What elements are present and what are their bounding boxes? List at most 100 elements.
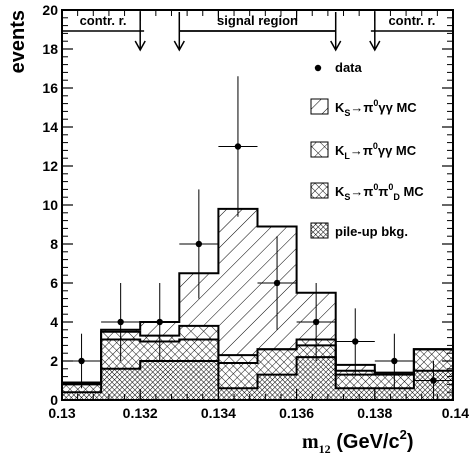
y-tick-label: 16	[42, 80, 58, 96]
legend-marker	[314, 64, 322, 72]
bar	[179, 325, 219, 340]
bar	[62, 392, 102, 400]
region-label: contr. r.	[80, 13, 127, 28]
bar	[218, 355, 258, 363]
legend-label-part: 0	[373, 98, 378, 108]
y-tick-label: 4	[50, 314, 58, 330]
bar	[335, 374, 375, 389]
x-axis-title-text: m12 (GeV/c2)	[302, 427, 414, 456]
y-axis-title: events	[7, 10, 29, 73]
legend-item: data	[314, 60, 363, 75]
bar	[218, 388, 258, 400]
legend-label-part: →π	[350, 100, 373, 115]
legend-label-part: D	[393, 192, 400, 202]
legend-label-part: γγ MC	[378, 100, 417, 115]
bar	[335, 388, 375, 400]
legend-label-part: π	[378, 184, 388, 199]
region-annotations: contr. r. signal region contr. r.	[62, 12, 453, 52]
region-label: signal region	[217, 13, 298, 28]
marker	[273, 279, 281, 287]
marker	[78, 357, 85, 365]
x-tick-label: 0.134	[201, 405, 236, 421]
legend-swatch	[310, 222, 329, 239]
legend-label: KS→π0π0D MC	[335, 182, 424, 202]
legend-label-part: K	[335, 143, 345, 158]
y-tick-label: 8	[50, 236, 58, 252]
legend-label-part: γγ MC	[378, 143, 417, 158]
bar	[257, 349, 297, 375]
bar	[140, 361, 180, 400]
bar	[413, 349, 453, 371]
data-point	[218, 76, 258, 217]
legend-item: KS→π0γγ MC	[310, 98, 417, 118]
bar	[179, 339, 219, 361]
legend-label-part: S	[344, 108, 350, 118]
x-axis-title-part: )	[407, 431, 414, 453]
bar	[218, 208, 258, 356]
legend-label-part: L	[344, 151, 350, 161]
y-tick-label: 2	[50, 353, 58, 369]
marker	[234, 143, 242, 150]
legend-label-part: MC	[400, 184, 424, 199]
bar	[218, 362, 258, 389]
x-tick-label: 0.13	[48, 405, 75, 421]
data-point	[101, 283, 141, 361]
legend-label: data	[335, 60, 363, 75]
bar	[374, 388, 414, 400]
legend-item: KS→π0π0D MC	[310, 182, 424, 202]
data-point	[296, 283, 336, 361]
legend-label-part: K	[335, 184, 345, 199]
legend-label: KS→π0γγ MC	[335, 98, 417, 118]
y-tick-label: 0	[50, 392, 58, 408]
marker	[156, 318, 163, 326]
region-arrow-head	[173, 40, 185, 52]
region-arrow-head	[134, 40, 146, 52]
x-axis-title: m12 (GeV/c2)	[302, 427, 414, 456]
axes: 0 2 4 6 8 10 12 14 16 18 20 0.13 0.132 0.134 0.136 0.13…	[42, 2, 469, 421]
marker	[312, 318, 320, 326]
data-point	[140, 283, 180, 361]
y-axis-title-text: events	[7, 10, 29, 73]
marker	[195, 240, 203, 248]
legend-label-part: 0	[388, 182, 393, 192]
y-tick-label: 12	[42, 158, 58, 174]
legend-label-part: S	[344, 192, 350, 202]
data-point	[179, 189, 219, 299]
y-tick-label: 18	[42, 41, 58, 57]
bar	[296, 357, 336, 400]
x-tick-label: 0.132	[123, 405, 158, 421]
legend-swatch	[310, 98, 329, 115]
x-tick-label: 0.14	[442, 405, 469, 421]
legend-label: pile-up bkg.	[335, 224, 408, 239]
data-point	[257, 236, 297, 330]
legend-label-part: 0	[373, 141, 378, 151]
legend-swatch	[310, 182, 329, 199]
data-points	[62, 76, 453, 400]
legend-label-part: 0	[373, 182, 378, 192]
x-tick-label: 0.136	[279, 405, 314, 421]
marker	[352, 338, 359, 345]
legend-label-part: K	[335, 100, 345, 115]
marker	[117, 318, 124, 326]
legend-item: KL→π0γγ MC	[310, 141, 417, 161]
legend-swatch	[310, 141, 329, 158]
legend-item: pile-up bkg.	[310, 222, 408, 239]
bar	[179, 361, 219, 400]
bar	[101, 368, 141, 400]
x-axis-title-part: 2	[400, 427, 407, 442]
legend-label-part: →π	[350, 143, 373, 158]
region-arrow-head	[330, 40, 342, 52]
x-axis-title-part: (GeV/c	[331, 431, 400, 453]
marker	[391, 357, 398, 365]
legend-label: KL→π0γγ MC	[335, 141, 417, 161]
region-arrow-head	[369, 40, 381, 52]
y-tick-label: 10	[42, 197, 58, 213]
marker	[430, 377, 437, 384]
bar	[257, 374, 297, 400]
y-tick-label: 6	[50, 275, 58, 291]
x-axis-title-part: m	[302, 431, 319, 453]
x-tick-label: 0.138	[357, 405, 392, 421]
data-point	[335, 308, 375, 375]
